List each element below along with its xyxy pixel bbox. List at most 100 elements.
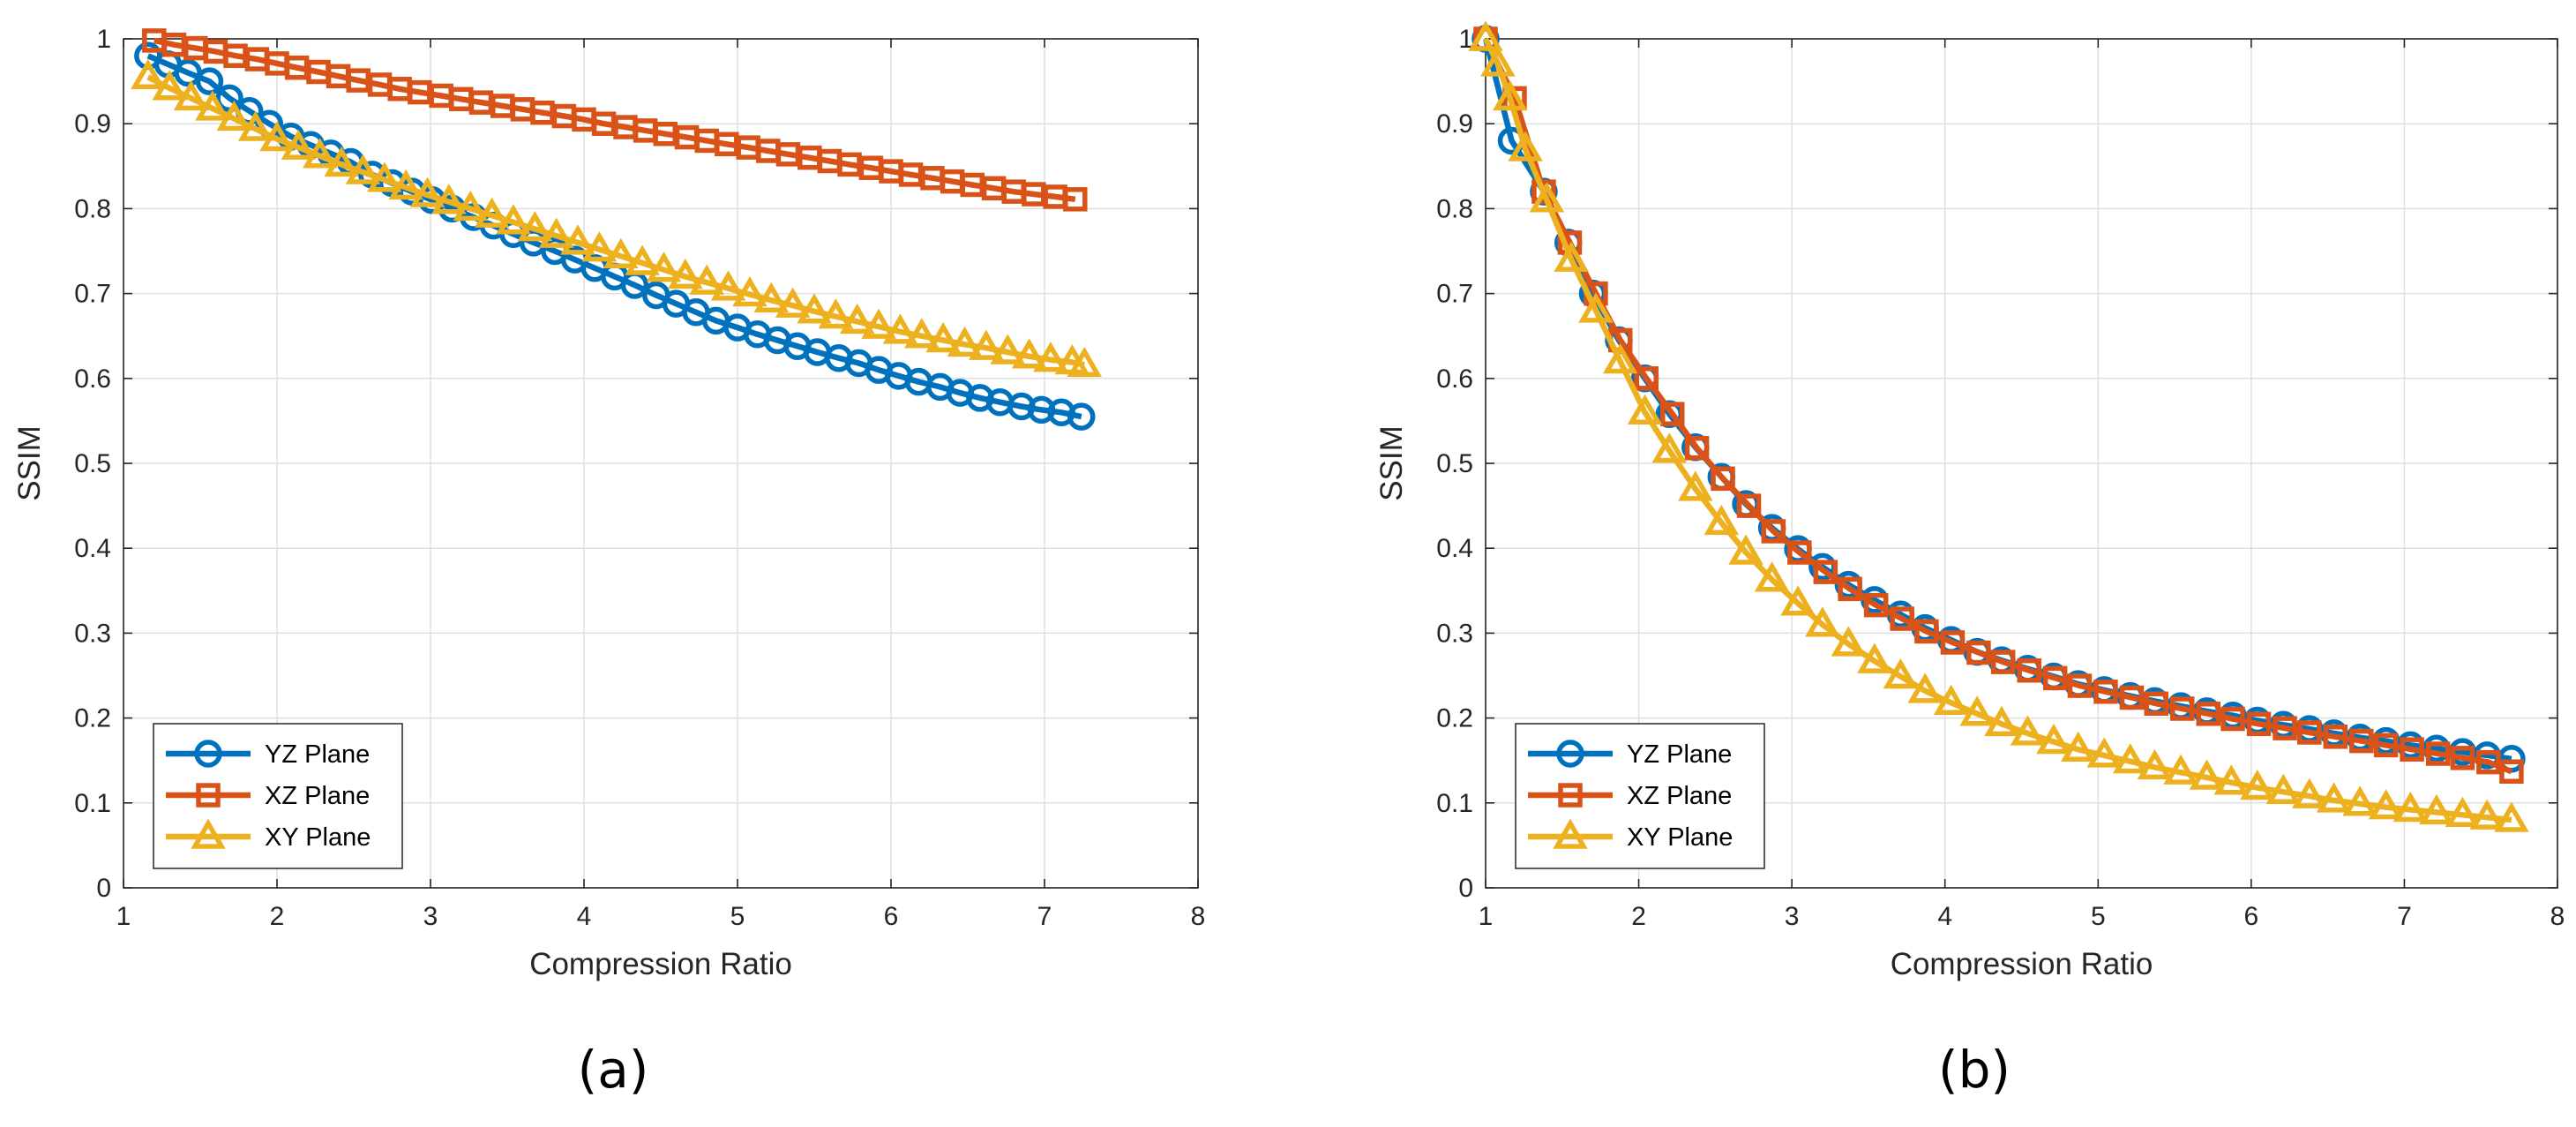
data-point — [1660, 402, 1685, 426]
y-tick-label: 0.4 — [1436, 534, 1473, 563]
y-tick-label: 0.1 — [74, 789, 111, 818]
data-point — [710, 270, 746, 301]
data-point — [1890, 606, 1914, 631]
legend-label: XZ Plane — [265, 782, 370, 810]
y-tick-label: 0.2 — [1436, 704, 1473, 733]
legend-label: YZ Plane — [1627, 740, 1732, 769]
data-point — [1684, 435, 1710, 461]
y-tick-label: 1 — [96, 25, 111, 54]
data-point — [517, 210, 553, 242]
data-point — [1468, 20, 1503, 51]
data-point — [1678, 470, 1713, 501]
legend-label: YZ Plane — [265, 740, 370, 769]
data-point — [668, 258, 703, 289]
data-point — [1831, 626, 1867, 657]
x-tick-label: 3 — [1785, 902, 1800, 931]
data-point — [861, 308, 896, 339]
legend-marker — [194, 740, 222, 768]
data-point — [1787, 540, 1812, 565]
data-point — [324, 146, 359, 177]
data-point — [1067, 402, 1096, 431]
data-point — [409, 177, 446, 207]
data-point — [2119, 685, 2145, 710]
y-tick-label: 1 — [1458, 25, 1473, 54]
data-point — [753, 282, 790, 313]
data-point — [2170, 696, 2195, 721]
data-point — [2017, 657, 2041, 683]
legend: YZ Plane XZ Plane XY Plane — [153, 723, 403, 869]
x-tick-label: 6 — [884, 902, 899, 931]
data-point — [1966, 640, 1991, 665]
data-point — [1578, 292, 1614, 323]
x-tick-label: 4 — [1937, 902, 1952, 931]
y-tick-label: 0.2 — [74, 704, 111, 733]
chart-panel-a: 1 2 3 4 5 6 7 8 0 0.1 0.2 0.3 0.4 0.5 0.6 0.7 0.8 0.9 1 Com… — [12, 25, 1205, 1100]
data-point — [1067, 346, 1103, 378]
y-tick-label: 0.8 — [1436, 194, 1473, 223]
data-point — [2042, 665, 2068, 691]
x-tick-label: 7 — [1037, 902, 1052, 931]
data-point — [2323, 725, 2348, 749]
data-point — [538, 217, 574, 248]
data-point — [2163, 754, 2198, 785]
legend-marker — [196, 783, 221, 808]
y-tick-label: 0.3 — [1436, 619, 1473, 648]
series-xy-plane — [1468, 20, 2529, 832]
data-point — [2349, 728, 2374, 754]
data-point — [2450, 746, 2475, 770]
data-point — [2368, 789, 2404, 820]
legend-item: XY Plane — [166, 818, 371, 852]
series-xz-plane — [1473, 26, 2524, 784]
legend-marker — [1553, 818, 1588, 849]
data-point — [1813, 560, 1838, 584]
data-point — [2342, 785, 2378, 816]
x-tick-label: 4 — [577, 902, 592, 931]
data-point — [2112, 743, 2148, 774]
data-point — [1914, 619, 1939, 644]
data-point — [2297, 720, 2322, 745]
data-point — [1529, 182, 1565, 213]
data-point — [947, 326, 983, 357]
y-tick-label: 0.7 — [74, 280, 111, 309]
data-point — [474, 197, 510, 228]
legend-item: XZ Plane — [1528, 782, 1732, 810]
data-point — [1493, 79, 1528, 111]
y-tick-label: 0.7 — [1436, 280, 1473, 309]
data-point — [2240, 769, 2275, 800]
y-tick-label: 0.9 — [1436, 109, 1473, 139]
y-tick-label: 0.3 — [74, 619, 111, 648]
data-point — [2220, 706, 2245, 732]
data-point — [2246, 711, 2272, 737]
legend-item: XY Plane — [1528, 818, 1733, 852]
data-point — [625, 244, 660, 275]
chart-panel-b: 1 2 3 4 5 6 7 8 0 0.1 0.2 0.3 0.4 0.5 0.6 0.7 0.8 0.9 1 Com… — [1374, 20, 2565, 1100]
data-point — [2316, 782, 2352, 813]
x-tick-label: 5 — [2091, 902, 2106, 931]
data-point — [1063, 187, 1088, 212]
data-point — [2476, 749, 2501, 775]
y-tick-label: 0.4 — [74, 534, 111, 563]
panel-caption: (b) — [1938, 1040, 2011, 1100]
x-tick-label: 2 — [270, 902, 285, 931]
data-point — [560, 224, 595, 255]
data-point — [2137, 748, 2173, 780]
series-xz-plane — [142, 28, 1088, 212]
data-point — [2010, 715, 2046, 746]
x-tick-label: 6 — [2244, 902, 2259, 931]
data-point — [453, 190, 489, 222]
data-point — [1711, 466, 1735, 492]
data-point — [1933, 684, 1969, 716]
data-point — [302, 138, 338, 169]
x-tick-label: 1 — [1479, 902, 1494, 931]
data-point — [496, 204, 531, 235]
data-point — [1651, 432, 1688, 463]
data-point — [775, 287, 811, 318]
data-point — [195, 90, 230, 121]
legend-label: XZ Plane — [1627, 782, 1732, 810]
data-point — [646, 252, 682, 282]
data-point — [1602, 343, 1638, 374]
y-axis-label: SSIM — [1374, 425, 1409, 501]
data-point — [882, 313, 918, 344]
legend: YZ Plane XZ Plane XY Plane — [1515, 723, 1765, 869]
